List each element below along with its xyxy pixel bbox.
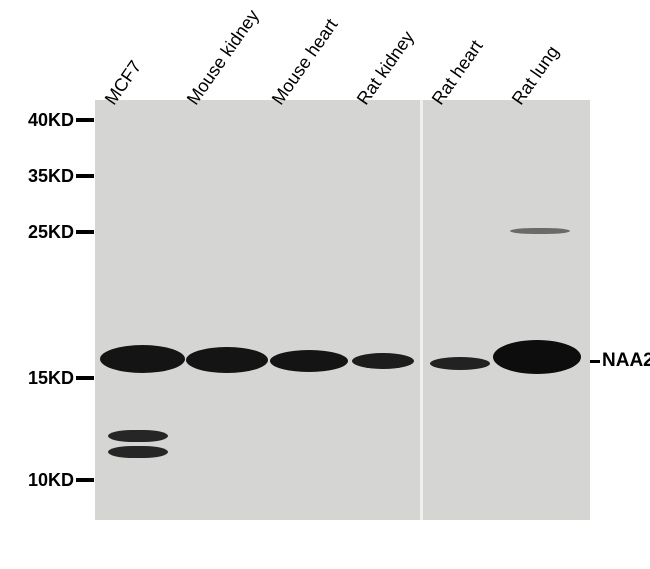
gel-membrane — [95, 100, 590, 520]
ladder-label-25kd: 25KD — [28, 222, 74, 243]
target-tick — [590, 360, 600, 363]
lane-label-rat-heart: Rat heart — [428, 36, 488, 109]
nonspecific-band-rat-lung-25kd — [510, 228, 570, 234]
lane-label-mouse-heart: Mouse heart — [268, 15, 343, 109]
nonspecific-band-mcf7-lower — [108, 446, 168, 458]
lane-divider — [420, 100, 423, 520]
band-rat-heart — [430, 357, 490, 370]
ladder-label-40kd: 40KD — [28, 110, 74, 131]
ladder-tick — [76, 230, 94, 234]
ladder-label-35kd: 35KD — [28, 166, 74, 187]
band-mouse-heart — [270, 350, 348, 372]
blot-figure: 40KD 35KD 25KD 15KD 10KD MCF7 Mouse kidn… — [0, 0, 650, 569]
lane-label-rat-lung: Rat lung — [508, 42, 564, 109]
ladder-tick — [76, 376, 94, 380]
target-label-naa20: NAA20 — [602, 350, 650, 372]
band-rat-lung — [493, 340, 581, 374]
band-mouse-kidney — [186, 347, 268, 373]
ladder-tick — [76, 478, 94, 482]
band-rat-kidney — [352, 353, 414, 369]
lane-label-mouse-kidney: Mouse kidney — [183, 6, 264, 109]
ladder-tick — [76, 118, 94, 122]
ladder-label-10kd: 10KD — [28, 470, 74, 491]
lane-label-rat-kidney: Rat kidney — [353, 27, 419, 109]
ladder-tick — [76, 174, 94, 178]
nonspecific-band-mcf7-upper — [108, 430, 168, 442]
band-mcf7 — [100, 345, 185, 373]
ladder-label-15kd: 15KD — [28, 368, 74, 389]
